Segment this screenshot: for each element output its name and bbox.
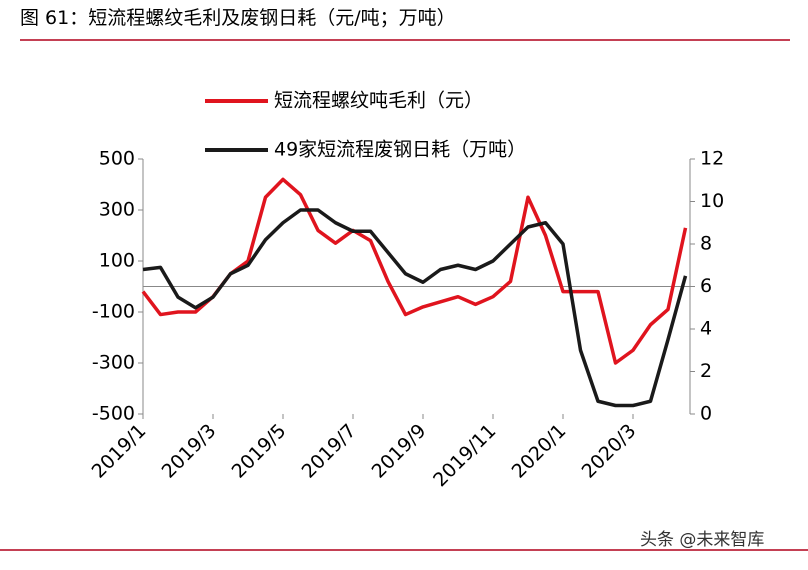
y-tick-label: 100 bbox=[99, 250, 135, 272]
y2-tick-label: 4 bbox=[700, 318, 712, 340]
watermark: 头条 @未来智库 bbox=[640, 530, 764, 550]
y-tick-label: -500 bbox=[92, 403, 135, 425]
x-tick-label: 2019/9 bbox=[368, 420, 431, 483]
x-tick-label: 2019/11 bbox=[429, 420, 500, 491]
series-line bbox=[141, 177, 688, 365]
y-tick-label: 300 bbox=[99, 199, 135, 221]
y2-tick-label: 12 bbox=[700, 148, 724, 170]
series-line bbox=[142, 208, 688, 408]
legend-label: 49家短流程废钢日耗（万吨） bbox=[274, 139, 526, 161]
y2-tick-label: 0 bbox=[700, 403, 712, 425]
y2-tick-label: 2 bbox=[700, 360, 712, 382]
x-tick-label: 2019/3 bbox=[158, 420, 221, 483]
x-tick-label: 2020/3 bbox=[578, 420, 641, 483]
x-tick-label: 2020/1 bbox=[508, 420, 571, 483]
y2-tick-label: 8 bbox=[700, 233, 712, 255]
x-tick-label: 2019/1 bbox=[88, 420, 151, 483]
y2-tick-label: 10 bbox=[700, 190, 724, 212]
x-tick-label: 2019/5 bbox=[228, 420, 291, 483]
x-tick-label: 2019/7 bbox=[298, 420, 361, 483]
y-tick-label: -100 bbox=[92, 301, 135, 323]
y-tick-label: -300 bbox=[92, 352, 135, 374]
legend-label: 短流程螺纹吨毛利（元） bbox=[274, 90, 483, 112]
y-tick-label: 500 bbox=[99, 148, 135, 170]
chart-title: 图 61：短流程螺纹毛利及废钢日耗（元/吨；万吨） bbox=[20, 7, 456, 29]
y2-tick-label: 6 bbox=[700, 275, 712, 297]
